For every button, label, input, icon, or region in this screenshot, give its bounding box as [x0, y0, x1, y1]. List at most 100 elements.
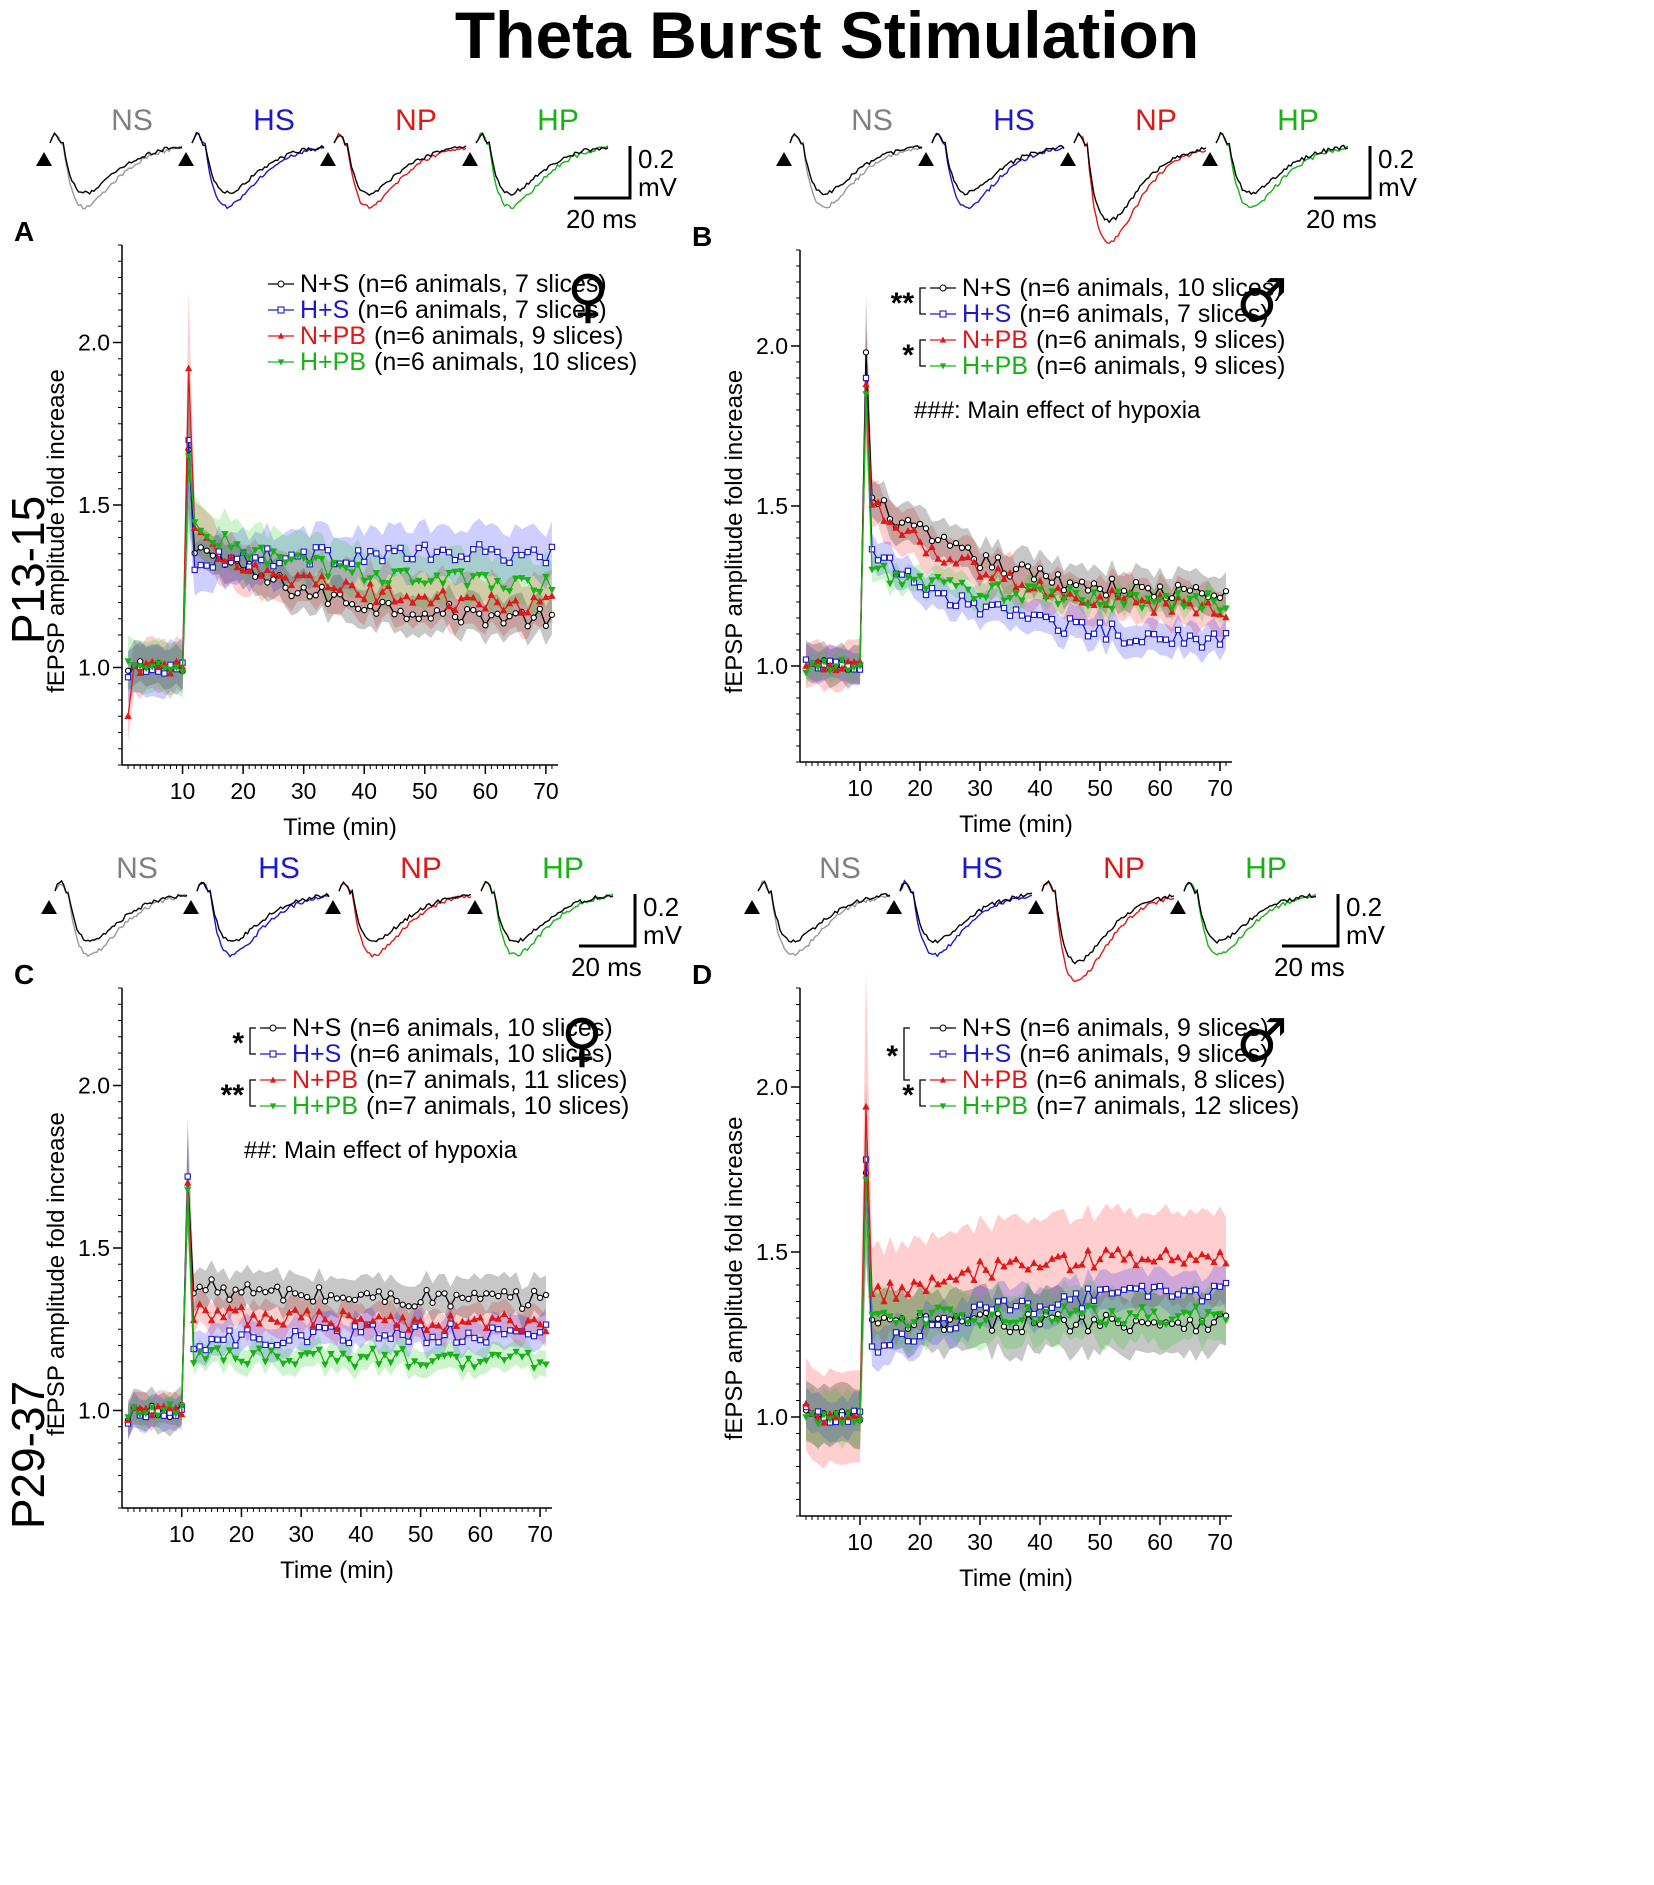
main-effect-note: ##: Main effect of hypoxia [244, 1137, 518, 1164]
data-point [1090, 589, 1098, 597]
data-point [518, 1305, 526, 1312]
data-point [207, 1346, 216, 1354]
data-point [160, 1407, 168, 1415]
data-point [1180, 1259, 1188, 1267]
data-point [1096, 1286, 1104, 1293]
data-point [1000, 604, 1008, 612]
data-point [1090, 1297, 1098, 1304]
legend-name: N+S [962, 274, 1011, 302]
data-point [1054, 583, 1062, 591]
data-point [299, 555, 308, 562]
y-tick-label: 2.0 [78, 1073, 110, 1099]
trace-ns-baseline [757, 880, 891, 944]
data-point [1204, 1326, 1212, 1333]
legend-detail: (n=6 animals, 9 slices) [1036, 352, 1285, 380]
data-point [1198, 590, 1206, 597]
data-point [1042, 595, 1050, 603]
data-point [1162, 599, 1170, 607]
data-point [1108, 620, 1116, 627]
data-point [209, 539, 217, 547]
data-point [384, 580, 393, 588]
data-point [1030, 1259, 1038, 1266]
data-point [1132, 598, 1140, 606]
data-point [415, 544, 422, 552]
data-point [408, 598, 417, 606]
data-point [501, 1330, 508, 1338]
data-point [1168, 1316, 1176, 1324]
data-point [415, 577, 423, 585]
data-point [886, 1278, 894, 1286]
data-point [391, 611, 398, 618]
data-point [1072, 1261, 1080, 1269]
data-point [958, 1312, 966, 1320]
data-point [1210, 592, 1218, 599]
data-point [385, 545, 392, 552]
trace-hs-baseline [191, 131, 325, 195]
data-point [826, 667, 834, 675]
trace-np-post [333, 132, 467, 210]
data-point [506, 613, 513, 620]
data-point [862, 1176, 870, 1184]
data-point [1138, 1282, 1146, 1290]
data-point [1222, 605, 1230, 613]
data-point [1192, 593, 1200, 601]
data-point [197, 544, 204, 551]
data-point [351, 1296, 359, 1304]
data-point [396, 596, 405, 604]
legend-entry: H+PB (n=6 animals, 9 slices) [962, 352, 1285, 380]
data-point [470, 606, 477, 614]
data-point [330, 559, 338, 567]
data-point [312, 554, 320, 562]
data-point [814, 1408, 822, 1415]
data-point [154, 660, 163, 668]
data-point [892, 523, 900, 531]
data-point [536, 1329, 544, 1336]
data-point [1024, 583, 1032, 591]
data-point [542, 1361, 550, 1369]
data-point [184, 364, 193, 372]
data-point [548, 591, 556, 599]
data-point [1018, 1297, 1026, 1305]
scale-bar [579, 894, 637, 948]
data-point [530, 1365, 538, 1372]
data-point [988, 574, 996, 582]
legend: N+S (n=6 animals, 10 slices) H+S (n=6 anima… [221, 1014, 630, 1164]
data-point [1156, 1320, 1164, 1328]
legend: N+S (n=6 animals, 9 slices) H+S (n=6 animal… [886, 1014, 1299, 1120]
data-point [178, 669, 187, 676]
data-point [820, 665, 828, 673]
data-point [405, 1303, 412, 1310]
trace-hp-baseline [480, 880, 614, 944]
data-point [524, 1331, 532, 1338]
data-point [291, 1361, 299, 1369]
data-point [318, 544, 325, 551]
data-point [964, 1319, 972, 1327]
legend-name: H+PB [300, 348, 366, 376]
data-point [381, 1316, 389, 1324]
figure-title: Theta Burst Stimulation [455, 0, 1199, 72]
data-point [1210, 1319, 1218, 1326]
legend-marker [939, 336, 947, 343]
data-point [434, 1353, 443, 1361]
data-point [512, 610, 519, 617]
data-point [1060, 596, 1068, 604]
data-point [1006, 569, 1014, 576]
data-point [1180, 585, 1188, 593]
data-point [239, 550, 247, 558]
data-point [1210, 609, 1218, 617]
data-point [513, 1288, 520, 1295]
data-point [988, 1273, 996, 1281]
data-point [994, 554, 1002, 561]
data-point [245, 567, 253, 575]
data-point [952, 602, 960, 610]
trace-np-baseline [1073, 131, 1207, 224]
data-point [136, 1411, 144, 1419]
sex-symbol-icon: ♂ [1236, 266, 1288, 334]
data-point [1012, 1319, 1020, 1327]
data-point [976, 572, 984, 580]
data-point [345, 1339, 353, 1347]
data-point [273, 1353, 281, 1361]
data-point [256, 1336, 263, 1343]
data-point [1072, 618, 1080, 626]
data-point [1120, 1321, 1128, 1328]
